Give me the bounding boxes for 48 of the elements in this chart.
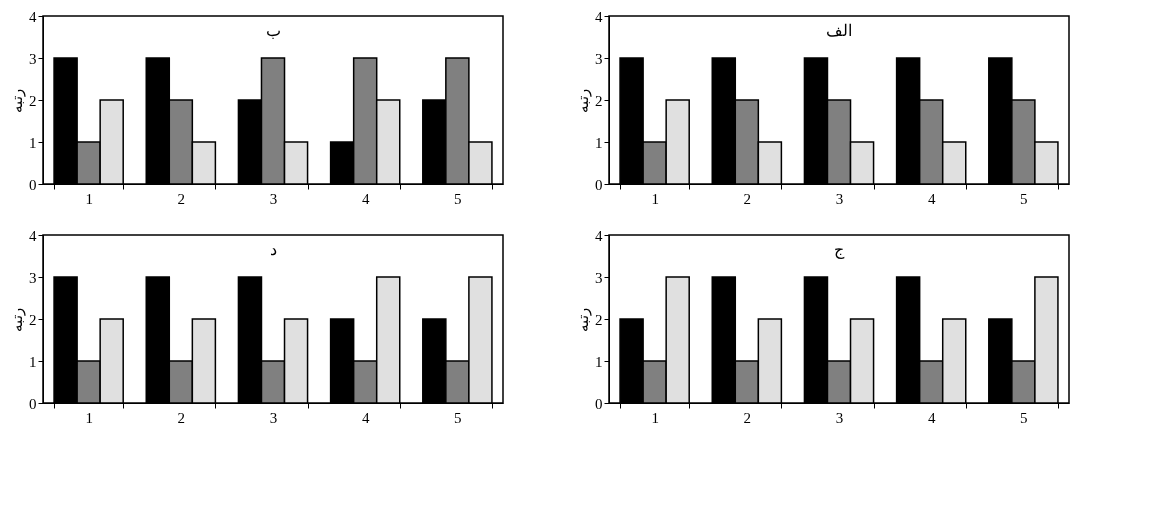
y-tick-label: 4: [595, 8, 603, 25]
y-axis-title: رتبه: [9, 88, 26, 113]
x-tick-label: 3: [835, 190, 844, 207]
x-tick-label: 5: [1020, 190, 1028, 207]
y-tick-label: 4: [29, 227, 37, 244]
x-tick-label: 2: [177, 409, 186, 426]
y-tick-label: 0: [595, 176, 603, 193]
y-tick-label: 2: [29, 92, 37, 109]
x-tick-label: 4: [927, 409, 936, 426]
x-tick-label: 1: [651, 190, 659, 207]
y-tick-label: 0: [29, 395, 37, 412]
x-tick-label: 3: [269, 409, 278, 426]
chart-title: الف: [826, 22, 852, 39]
x-tick-label: 5: [454, 409, 462, 426]
x-tick-label: 4: [927, 190, 936, 207]
y-tick-label: 0: [595, 395, 603, 412]
y-tick-label: 3: [595, 50, 603, 67]
x-tick-label: 4: [361, 190, 370, 207]
y-tick-label: 2: [595, 92, 603, 109]
x-tick-label: 1: [85, 190, 93, 207]
x-tick-label: 1: [651, 409, 659, 426]
x-tick-label: 1: [85, 409, 93, 426]
y-axis-title: رتبه: [575, 88, 592, 113]
x-tick-label: 3: [835, 409, 844, 426]
x-tick-label: 4: [361, 409, 370, 426]
y-tick-label: 4: [595, 227, 603, 244]
x-tick-label: 5: [454, 190, 462, 207]
y-tick-label: 2: [595, 311, 603, 328]
x-tick-label: 3: [269, 190, 278, 207]
chart-title: ج: [834, 241, 845, 259]
y-tick-label: 1: [595, 134, 603, 151]
y-tick-label: 4: [29, 8, 37, 25]
y-tick-label: 2: [29, 311, 37, 328]
y-tick-label: 0: [29, 176, 37, 193]
x-tick-label: 2: [743, 190, 752, 207]
y-tick-label: 3: [595, 269, 603, 286]
x-tick-label: 5: [1020, 409, 1028, 426]
y-tick-label: 3: [29, 50, 37, 67]
chart-title: ب: [265, 22, 281, 39]
y-tick-label: 1: [595, 353, 603, 370]
y-axis-title: رتبه: [575, 307, 592, 332]
y-axis-title: رتبه: [9, 307, 26, 332]
chart-title: د: [269, 241, 277, 258]
y-tick-label: 1: [29, 353, 37, 370]
x-tick-label: 2: [743, 409, 752, 426]
y-tick-label: 3: [29, 269, 37, 286]
x-tick-label: 2: [177, 190, 186, 207]
y-tick-label: 1: [29, 134, 37, 151]
